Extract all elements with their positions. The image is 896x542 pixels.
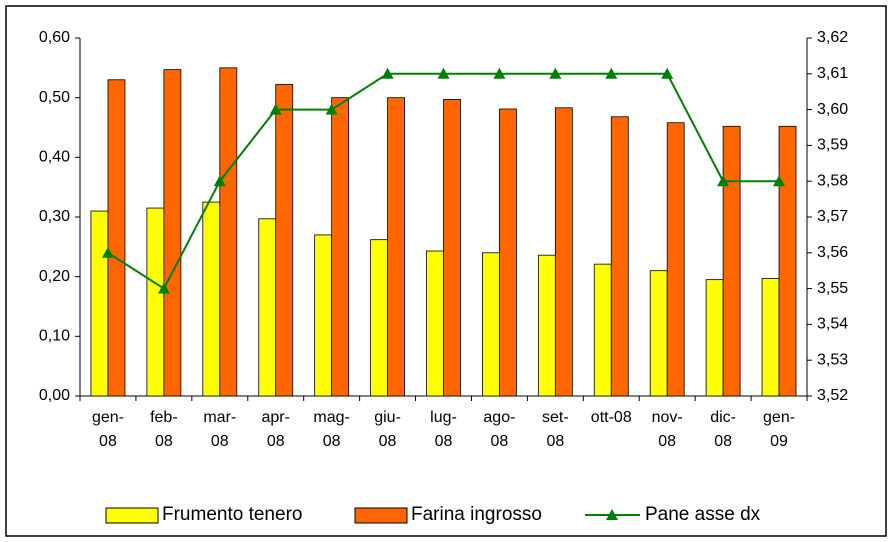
x-tick-label: feb- 08 [150,409,178,450]
marker [437,67,450,79]
y-tick-label: 0,00 [39,387,70,404]
y2-tick-label: 3,57 [817,208,848,225]
y-tick-label: 0,20 [39,268,70,285]
bar [722,125,741,397]
y-tick-label: 0,10 [39,328,70,345]
x-tick-label: ott-08 [590,409,632,426]
y2-tick-label: 3,56 [817,244,848,261]
y2-tick-label: 3,54 [817,316,848,333]
y2-tick-label: 3,62 [817,29,848,46]
marker [717,175,730,187]
legend-swatch [606,509,618,520]
y2-tick-label: 3,59 [817,137,848,154]
y2-tick-label: 3,52 [817,387,848,404]
marker [213,175,226,187]
y2-tick-label: 3,61 [817,65,848,82]
bar [275,84,294,397]
legend-swatch [105,507,159,524]
bar [146,207,165,397]
bar [537,254,556,397]
bar [163,69,182,397]
y2-tick-label: 3,60 [817,101,848,118]
bar [314,234,333,397]
y-tick-label: 0,50 [39,89,70,106]
x-tick-label: mag- 08 [313,409,350,450]
x-tick-label: gen- 08 [91,409,124,450]
legend-label: Frumento tenero [162,504,302,525]
bar [370,239,388,397]
bar [554,107,573,397]
y2-tick-label: 3,55 [817,280,848,297]
x-tick-label: dic- 08 [710,409,736,450]
bar [761,278,780,397]
x-tick-label: set- 08 [542,409,569,450]
y2-tick-label: 3,53 [817,351,848,368]
bar [387,97,405,397]
y-tick-label: 0,60 [39,29,70,46]
legend-swatch [354,507,408,524]
bar [778,125,797,397]
marker [269,103,282,115]
x-tick-label: ago- 08 [483,409,516,450]
y-tick-label: 0,30 [39,208,70,225]
bar [593,263,612,397]
legend-label: Pane asse dx [645,504,761,525]
x-tick-label: nov- 08 [651,409,683,450]
marker [549,67,562,79]
bar [202,201,221,397]
bar [499,108,517,397]
x-tick-label: mar- 08 [203,409,237,450]
bar [90,210,109,397]
bar [426,250,444,397]
bar [258,218,277,397]
x-tick-label: gen- 09 [763,409,796,450]
marker [773,175,786,187]
y-tick-label: 0,40 [39,149,70,166]
bar [649,270,668,397]
marker [101,246,114,258]
x-tick-label: giu- 08 [374,409,401,450]
bar [331,97,350,397]
bar [705,279,724,397]
bar [443,99,461,397]
marker [661,67,674,79]
x-tick-label: apr- 08 [261,409,290,450]
bar [107,79,126,397]
marker [605,67,618,79]
marker [493,67,506,79]
marker [325,103,338,115]
bar [666,122,685,397]
y2-tick-label: 3,58 [817,172,848,189]
bar [610,116,629,397]
legend-label: Farina ingrosso [411,504,542,525]
x-tick-label: lug- 08 [430,409,457,450]
marker [157,282,170,294]
marker [381,67,394,79]
bar [219,67,238,397]
bar [482,252,500,397]
